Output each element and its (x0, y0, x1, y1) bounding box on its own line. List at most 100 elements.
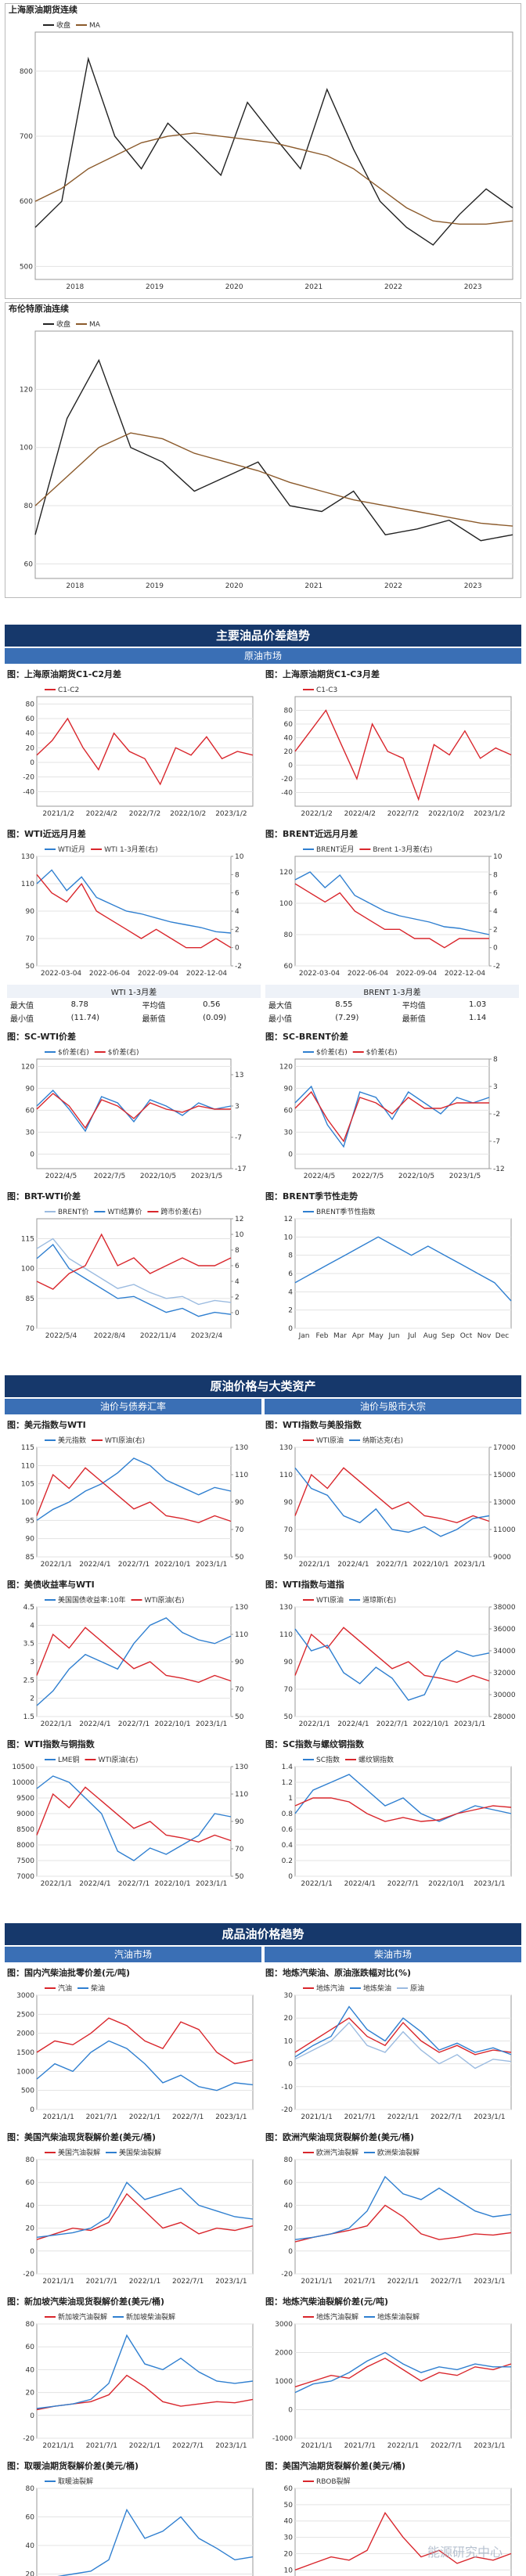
panel: 图：SC-BRENT价差 0 30 60 90 120 -12 -7 -2 3 8 2022/4/5 2… (263, 1029, 521, 1189)
x-tick-label: Apr (352, 1332, 365, 1340)
y2-tick-label: 36000 (493, 1626, 516, 1634)
y2-tick-label: 11000 (493, 1526, 516, 1534)
series-line (34, 132, 513, 225)
series-line (294, 2005, 512, 2058)
y-tick-label: 60 (284, 1107, 294, 1115)
y2-tick-label: 50 (235, 1554, 244, 1562)
stats-cell: 最小值 (10, 1015, 34, 1024)
y2-tick-label: 6 (235, 1263, 240, 1270)
x-tick-label: 2022/7/5 (94, 1173, 125, 1180)
legend-label: 美国国债收益率:10年 (58, 1595, 126, 1605)
x-tick-label: 2022/10/1 (413, 1561, 449, 1569)
y-tick-label: 10500 (12, 1764, 34, 1771)
y-tick-label: 40 (26, 2366, 35, 2374)
x-tick-label: 2022/4/5 (304, 1173, 335, 1180)
y2-tick-label: 6 (235, 890, 240, 898)
series-line (294, 2175, 512, 2240)
y-tick-label: 1000 (16, 2068, 34, 2076)
stats-cell: 0.56 (203, 1000, 221, 1009)
x-tick-label: 2022/7/1 (172, 2442, 204, 2450)
y-tick-label: 0 (30, 2106, 34, 2114)
x-tick-label: Jun (387, 1332, 399, 1340)
x-tick-label: 2023/1/5 (449, 1173, 481, 1180)
x-tick-label: 2022/4/1 (79, 1561, 110, 1569)
x-tick-label: 2022-12-04 (186, 970, 228, 978)
legend-label: 取暖油裂解 (58, 2477, 93, 2486)
y-tick-label: 60 (284, 2179, 294, 2187)
x-tick-label: 2023/1/1 (196, 1561, 227, 1569)
y-tick-label: 40 (284, 735, 294, 743)
stats-cell: (11.74) (70, 1014, 100, 1022)
x-tick-label: 2021/7/1 (86, 2442, 117, 2450)
top-charts: 上海原油期货连续 500 600 700 800 2018 2019 2020 2021 2022… (0, 3, 526, 598)
y-tick-label: 80 (26, 2156, 35, 2164)
y-tick-label: 2000 (16, 2030, 34, 2038)
y-tick-label: 90 (284, 1659, 294, 1666)
x-tick-label: 2022/4/1 (79, 1720, 110, 1728)
chart: 0 500 1000 1500 2000 2500 3000 2021/1/1 2021/7/1… (16, 1983, 254, 2121)
legend-label: 欧洲汽油裂解 (316, 2148, 358, 2157)
panel-title: 图：地炼汽柴油裂解价差(元/吨) (265, 2297, 389, 2307)
y-tick-label: 80 (284, 931, 294, 939)
x-tick-label: 2023/1/1 (215, 2278, 247, 2286)
stats-cell: 最新值 (402, 1015, 426, 1024)
panel-title: 图：BRENT季节性走势 (265, 1191, 358, 1202)
x-tick-label: 2022/7/1 (431, 2113, 462, 2121)
y2-tick-label: 32000 (493, 1670, 516, 1677)
panel: 图：上海原油期货C1-C2月差 -40 -20 0 20 40 60 80 2021/1/2 20… (5, 667, 263, 827)
legend-label: 道琼斯(右) (362, 1595, 396, 1605)
x-tick-label: 2021/1/2 (42, 810, 74, 818)
x-tick-label: 2022/10/2 (170, 810, 206, 818)
legend-label: SC指数 (316, 1755, 340, 1764)
y2-tick-label: 38000 (493, 1604, 516, 1612)
y2-tick-label: 90 (235, 1818, 244, 1826)
y-tick-label: 40 (26, 2542, 35, 2550)
panel-title: 图：欧洲汽柴油现货裂解价差(美元/桶) (265, 2132, 415, 2142)
x-tick-label: 2022/11/4 (140, 1332, 176, 1340)
series-line (36, 874, 232, 949)
x-tick-label: 2022/10/1 (155, 1720, 191, 1728)
x-tick-label: 2023/1/2 (215, 810, 247, 818)
y-tick-label: -10 (281, 2084, 293, 2091)
legend-label: BRENT季节性指数 (316, 1207, 375, 1216)
sub-header-row: 油价与债券汇率 油价与股市大宗 (5, 1399, 521, 1414)
x-tick-label: 2019 (146, 582, 164, 590)
y-tick-label: 30 (284, 1129, 294, 1137)
plot-area (36, 2159, 254, 2275)
y-tick-label: 8500 (16, 1826, 34, 1834)
legend-label: MA (89, 22, 101, 30)
series-line (294, 2351, 511, 2394)
sub-header: 油价与股市大宗 (265, 1399, 521, 1414)
series-line (57, 2508, 254, 2576)
x-tick-label: 2022-12-04 (445, 970, 486, 978)
y-tick-label: 20 (26, 2225, 35, 2233)
y-tick-label: -20 (281, 2106, 293, 2114)
legend-label: 地炼汽油裂解 (316, 2312, 358, 2322)
chart: -20 0 20 40 60 80 2021/1/1 2021/7/1 2022/1/1 2022… (23, 2312, 254, 2450)
y-tick-label: 50 (26, 963, 35, 971)
x-tick-label: 2023/1/1 (474, 1880, 505, 1888)
chart: 7000 7500 8000 8500 9000 9500 10000 10500 50 70 90… (12, 1755, 248, 1888)
y2-tick-label: 70 (235, 1526, 244, 1534)
y-tick-label: 0.4 (282, 1842, 294, 1850)
y2-tick-label: 3 (493, 1083, 498, 1091)
plot-area (36, 696, 254, 807)
y-tick-label: -40 (281, 790, 293, 798)
series-line (294, 1774, 512, 1822)
x-tick-label: 2020 (225, 283, 243, 291)
y2-tick-label: 13 (235, 1072, 243, 1079)
y2-tick-label: 0 (235, 945, 240, 953)
y-tick-label: 20 (26, 2390, 35, 2398)
series-line (36, 717, 254, 786)
x-tick-label: 2022/7/2 (387, 810, 419, 818)
x-tick-label: Oct (460, 1332, 473, 1340)
y-tick-label: 50 (284, 1713, 294, 1721)
x-tick-label: 2023/1/5 (191, 1173, 222, 1180)
legend-label: WTI 1-3月差(右) (104, 845, 158, 854)
panel-grid: 图：国内汽柴油批零价差(元/吨) 0 500 1000 1500 2000 2500 3000… (5, 1965, 521, 2576)
y-tick-label: 60 (26, 1107, 35, 1115)
series-line (294, 1236, 512, 1302)
y2-tick-label: 110 (235, 1472, 248, 1479)
y-tick-label: 80 (26, 2321, 35, 2329)
y-tick-label: 100 (279, 900, 293, 908)
